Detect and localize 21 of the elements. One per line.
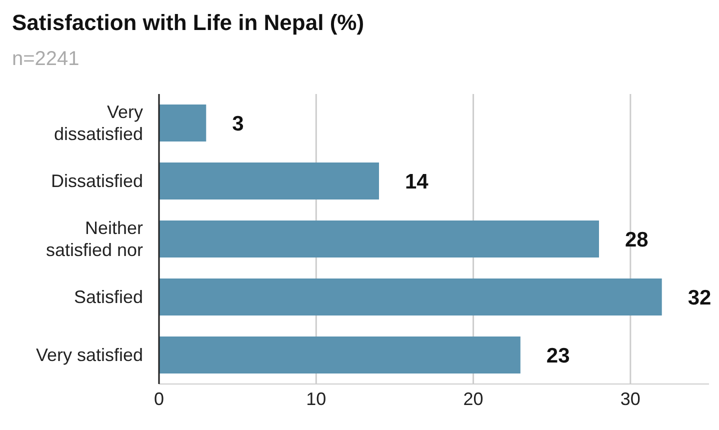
bar (159, 104, 206, 142)
data-label: 23 (546, 344, 570, 368)
y-tick-label: Satisfied (74, 287, 143, 307)
y-tick-label: Dissatisfied (50, 171, 143, 191)
data-label: 3 (232, 112, 244, 136)
y-tick-label: Very dissatisfied (54, 102, 143, 144)
bar (159, 278, 662, 316)
bar (159, 162, 379, 200)
bar (159, 336, 520, 374)
chart-subtitle: n=2241 (12, 48, 80, 71)
data-label: 14 (405, 170, 429, 194)
data-label: 28 (625, 228, 649, 252)
x-tick-label: 20 (463, 388, 484, 409)
y-tick-label: Very satisfied (36, 345, 143, 365)
bar (159, 220, 599, 258)
data-label: 32 (688, 286, 712, 310)
x-tick-label: 10 (306, 388, 326, 409)
x-tick-label: 30 (620, 388, 640, 409)
chart-title: Satisfaction with Life in Nepal (%) (12, 10, 364, 36)
y-tick-label: Neither satisfied nor (46, 218, 143, 260)
x-tick-label: 0 (154, 388, 164, 409)
